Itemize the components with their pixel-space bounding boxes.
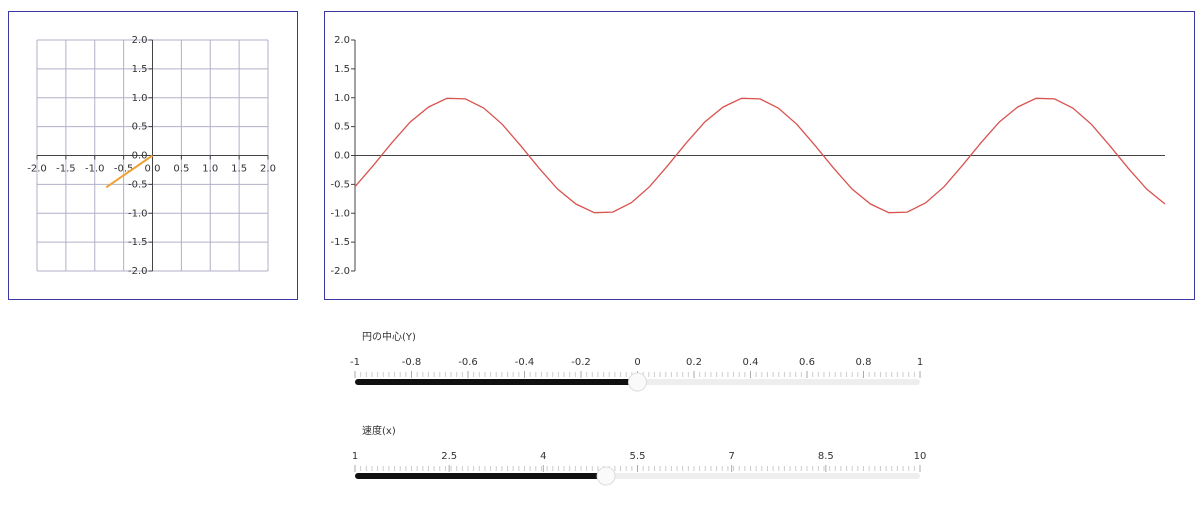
slider-tick-label: 8.5	[818, 451, 834, 462]
slider-label: 速度(x)	[362, 424, 396, 437]
y-tick-label: -2.0	[330, 266, 350, 277]
slider-tick-label: -0.2	[571, 357, 591, 368]
y-tick-label: -1.5	[330, 237, 350, 248]
slider-handle[interactable]	[596, 466, 616, 486]
x-tick-label: 1.5	[231, 164, 247, 175]
y-tick-label: -0.5	[128, 179, 148, 190]
slider-fill	[355, 473, 607, 479]
y-tick-label: -1.0	[330, 208, 350, 219]
y-tick-label: -1.0	[128, 208, 148, 219]
slider-tick-label: 0.8	[856, 357, 872, 368]
y-tick-label: 2.0	[132, 35, 148, 46]
x-tick-label: -1.0	[85, 164, 105, 175]
slider-tick-label: -0.6	[458, 357, 478, 368]
slider-tick-label: 0	[634, 357, 640, 368]
y-tick-label: 0.5	[132, 122, 148, 133]
y-tick-label: 2.0	[334, 35, 350, 46]
slider-tick-label: 2.5	[441, 451, 457, 462]
slider-tick-label: 0.6	[799, 357, 815, 368]
y-tick-label: 1.5	[334, 64, 350, 75]
slider-tick-label: 0.2	[686, 357, 702, 368]
slider-tick-label: -0.8	[402, 357, 422, 368]
y-tick-label: 1.5	[132, 64, 148, 75]
slider-label: 円の中心(Y)	[362, 330, 416, 343]
y-tick-label: 0.0	[334, 151, 350, 162]
slider-tick-label: 4	[540, 451, 546, 462]
slider-handle[interactable]	[628, 372, 647, 392]
y-tick-label: -2.0	[128, 266, 148, 277]
slider-tick-label: 0.4	[743, 357, 759, 368]
slider-tick-label: 7	[728, 451, 734, 462]
slider-tick-label: 1	[917, 357, 923, 368]
x-tick-label: -1.5	[56, 164, 76, 175]
x-tick-label: 0.5	[173, 164, 189, 175]
x-tick-label: -0.5	[114, 164, 134, 175]
slider-tick-label: 1	[352, 451, 358, 462]
x-tick-label: 0.0	[145, 164, 161, 175]
y-tick-label: 0.5	[334, 122, 350, 133]
y-tick-label: 0.0	[132, 151, 148, 162]
slider-tick-label: 10	[914, 451, 927, 462]
slider-tick-label: -0.4	[515, 357, 535, 368]
y-tick-label: -0.5	[330, 179, 350, 190]
series-line	[354, 97, 1166, 214]
y-tick-label: 1.0	[132, 93, 148, 104]
x-tick-label: 1.0	[202, 164, 218, 175]
slider-fill	[355, 379, 638, 385]
x-tick-label: 2.0	[260, 164, 276, 175]
x-tick-label: -2.0	[27, 164, 47, 175]
panel-left	[8, 11, 298, 300]
slider-tick-label: 5.5	[630, 451, 646, 462]
series-line	[105, 154, 154, 189]
slider-tick-label: -1	[350, 357, 360, 368]
y-tick-label: -1.5	[128, 237, 148, 248]
panel-right	[324, 11, 1195, 300]
y-tick-label: 1.0	[334, 93, 350, 104]
